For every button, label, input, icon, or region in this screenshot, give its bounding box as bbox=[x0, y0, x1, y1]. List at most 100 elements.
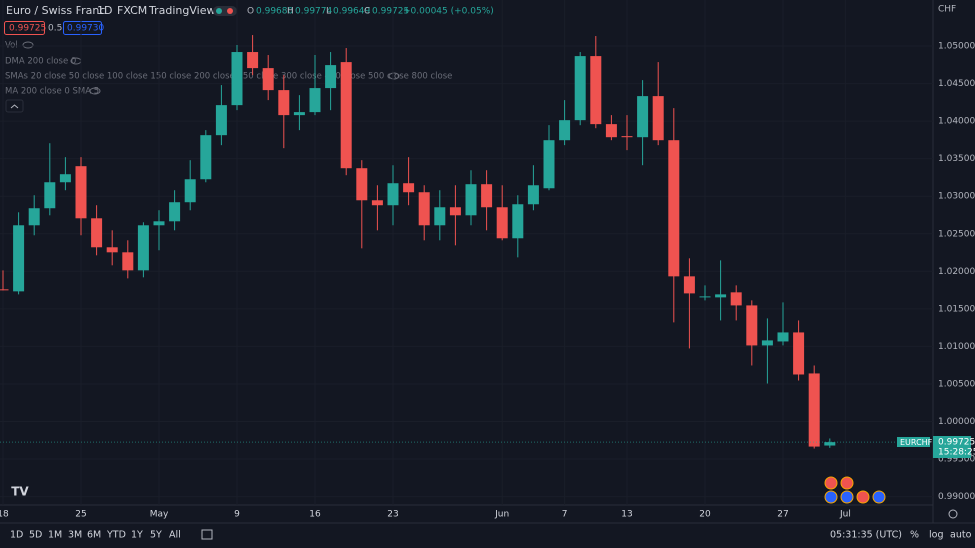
candle-body bbox=[668, 140, 680, 277]
range-button[interactable]: 3M bbox=[68, 530, 82, 541]
y-tick-label: 0.99500 bbox=[938, 455, 975, 465]
indicator[interactable]: SMAs 20 close 50 close 100 close 150 clo… bbox=[5, 72, 452, 82]
candle-body bbox=[403, 183, 415, 193]
indicator[interactable]: Vol bbox=[5, 41, 18, 51]
candle-body bbox=[371, 200, 383, 206]
ohlc-value: 0.99649 bbox=[333, 7, 370, 17]
y-tick-label: 1.04500 bbox=[938, 79, 975, 89]
candle-body bbox=[44, 182, 56, 209]
bid-box[interactable] bbox=[4, 21, 45, 35]
currency[interactable]: CHF bbox=[938, 5, 956, 15]
candle-body bbox=[122, 252, 134, 271]
candle-body bbox=[309, 88, 321, 113]
range-button[interactable]: 1Y bbox=[131, 530, 143, 541]
x-tick-label: Jul bbox=[839, 510, 851, 520]
y-tick-label: 1.04000 bbox=[938, 117, 975, 127]
candle-body bbox=[808, 373, 820, 447]
x-tick-label: 18 bbox=[0, 510, 9, 520]
range-button[interactable]: YTD bbox=[106, 530, 126, 541]
candle-body bbox=[512, 204, 524, 239]
auto-toggle[interactable]: auto bbox=[950, 530, 972, 541]
x-tick-label: Jun bbox=[494, 510, 509, 520]
y-tick-label: 1.02000 bbox=[938, 267, 975, 277]
candle-body bbox=[559, 120, 571, 141]
candle-body bbox=[481, 184, 493, 208]
y-tick-label: 1.02500 bbox=[938, 229, 975, 239]
collapse-button[interactable] bbox=[5, 99, 24, 113]
candle-body bbox=[652, 96, 664, 141]
candle-body bbox=[106, 247, 118, 253]
ohlc-label: C bbox=[364, 7, 370, 17]
ohlc-value: 0.99774 bbox=[295, 7, 332, 17]
candle-body bbox=[215, 105, 227, 136]
candle-body bbox=[13, 225, 25, 292]
indicator[interactable]: DMA 200 close 0 bbox=[5, 57, 76, 67]
collapse-icon bbox=[10, 104, 19, 109]
candle-body bbox=[496, 207, 508, 239]
range-button[interactable]: 5Y bbox=[150, 530, 162, 541]
ohlc-value: 0.99680 bbox=[256, 7, 293, 17]
range-button[interactable]: 1M bbox=[48, 530, 62, 541]
candle-body bbox=[184, 179, 196, 203]
status-dot bbox=[227, 8, 233, 14]
candle-body bbox=[715, 294, 727, 298]
interval[interactable]: 1D bbox=[97, 4, 112, 17]
source: FXCM bbox=[117, 4, 147, 17]
candle-body bbox=[777, 332, 789, 342]
range-button[interactable]: All bbox=[169, 530, 181, 541]
x-tick-label: 13 bbox=[621, 510, 632, 520]
candle-body bbox=[293, 112, 305, 116]
ohlc-label: O bbox=[247, 7, 254, 17]
symbol-tag-text: EURCHF bbox=[900, 438, 933, 447]
candle-body bbox=[574, 56, 586, 121]
settings-icon[interactable] bbox=[948, 509, 958, 519]
tv-logo[interactable]: TV bbox=[11, 485, 29, 499]
event-icons bbox=[824, 476, 886, 504]
range-button[interactable]: 6M bbox=[87, 530, 101, 541]
candle-body bbox=[231, 52, 243, 106]
eye-icons bbox=[22, 41, 400, 95]
candle-body bbox=[247, 52, 259, 69]
candle-body bbox=[434, 207, 446, 226]
x-tick-label: May bbox=[150, 510, 169, 520]
platform: TradingView bbox=[148, 4, 215, 17]
range-button[interactable]: 5D bbox=[29, 530, 42, 541]
candle-body bbox=[356, 168, 368, 201]
candle-body bbox=[621, 136, 633, 138]
x-tick-label: 23 bbox=[387, 510, 398, 520]
candle-body bbox=[28, 208, 40, 226]
candle-body bbox=[325, 65, 337, 89]
y-tick-label: 1.00000 bbox=[938, 417, 975, 427]
ohlc-label: H bbox=[287, 7, 294, 17]
candle-body bbox=[387, 183, 399, 206]
ohlc-label: L bbox=[326, 7, 331, 17]
symbol[interactable]: Euro / Swiss Franc bbox=[6, 4, 105, 17]
candle-body bbox=[465, 184, 477, 216]
price-tag bbox=[933, 436, 971, 458]
candle-body bbox=[418, 192, 430, 226]
x-tick-label: 16 bbox=[309, 510, 321, 520]
indicator[interactable]: MA 200 close 0 SMA 5 bbox=[5, 87, 99, 97]
ask-box[interactable] bbox=[63, 21, 102, 35]
candle-body bbox=[824, 442, 836, 446]
candle-body bbox=[543, 140, 555, 189]
log-toggle[interactable]: log bbox=[929, 530, 943, 541]
date-range-icon[interactable] bbox=[201, 529, 213, 540]
ask[interactable]: 0.99730 bbox=[67, 24, 104, 34]
candle-body bbox=[590, 56, 602, 125]
y-tick-label: 1.01000 bbox=[938, 342, 975, 352]
candle-body bbox=[137, 225, 149, 271]
candle-body bbox=[0, 289, 9, 291]
candle-body bbox=[340, 62, 352, 169]
candle-body bbox=[793, 332, 805, 375]
percent-toggle[interactable]: % bbox=[910, 530, 919, 541]
candle-body bbox=[699, 296, 711, 298]
candle-body bbox=[262, 68, 274, 91]
status-dot bbox=[216, 8, 222, 14]
bid[interactable]: 0.99725 bbox=[9, 24, 46, 34]
y-tick-label: 0.99000 bbox=[938, 492, 975, 502]
range-button[interactable]: 1D bbox=[10, 530, 23, 541]
